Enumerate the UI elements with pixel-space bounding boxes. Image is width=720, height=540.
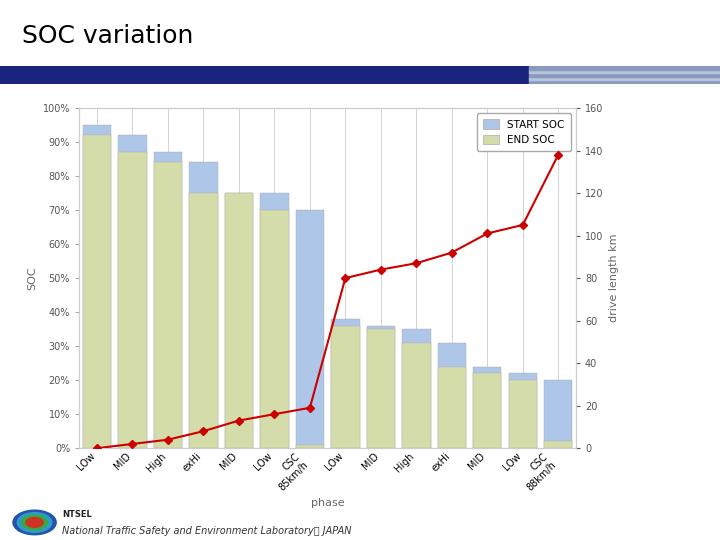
Bar bbox=[438, 343, 466, 448]
Bar bbox=[154, 163, 182, 448]
Bar bbox=[296, 210, 324, 448]
X-axis label: phase: phase bbox=[311, 498, 344, 508]
Bar bbox=[366, 326, 395, 448]
Bar bbox=[189, 193, 217, 448]
Y-axis label: drive length km: drive length km bbox=[609, 234, 619, 322]
Bar bbox=[331, 319, 359, 448]
Bar bbox=[529, 80, 720, 84]
Bar bbox=[529, 77, 720, 80]
Bar bbox=[331, 326, 359, 448]
Bar bbox=[402, 329, 431, 448]
Bar bbox=[402, 343, 431, 448]
Ellipse shape bbox=[17, 512, 52, 532]
Bar bbox=[260, 193, 289, 448]
Y-axis label: SOC: SOC bbox=[27, 266, 37, 290]
Ellipse shape bbox=[26, 517, 43, 528]
Text: NTSEL: NTSEL bbox=[62, 510, 91, 519]
Bar bbox=[118, 135, 147, 448]
Bar bbox=[260, 210, 289, 448]
Text: SOC variation: SOC variation bbox=[22, 24, 193, 48]
Bar bbox=[544, 441, 572, 448]
Bar bbox=[366, 329, 395, 448]
Bar bbox=[225, 193, 253, 448]
Bar bbox=[529, 73, 720, 77]
Bar bbox=[438, 367, 466, 448]
Bar bbox=[529, 70, 720, 73]
Legend: START SOC, END SOC: START SOC, END SOC bbox=[477, 113, 571, 151]
Bar bbox=[508, 380, 537, 448]
Bar bbox=[296, 445, 324, 448]
Bar bbox=[544, 380, 572, 448]
Bar bbox=[225, 193, 253, 448]
Bar bbox=[508, 373, 537, 448]
Bar bbox=[529, 66, 720, 70]
Bar bbox=[83, 135, 111, 448]
Bar bbox=[473, 373, 501, 448]
Bar bbox=[118, 152, 147, 448]
Bar bbox=[83, 125, 111, 448]
Bar bbox=[473, 367, 501, 448]
Ellipse shape bbox=[13, 510, 56, 535]
Ellipse shape bbox=[22, 515, 48, 530]
Bar bbox=[0, 66, 529, 84]
Text: National Traffic Safety and Environment Laboratory， JAPAN: National Traffic Safety and Environment … bbox=[62, 526, 351, 536]
Bar bbox=[189, 163, 217, 448]
Bar bbox=[154, 152, 182, 448]
